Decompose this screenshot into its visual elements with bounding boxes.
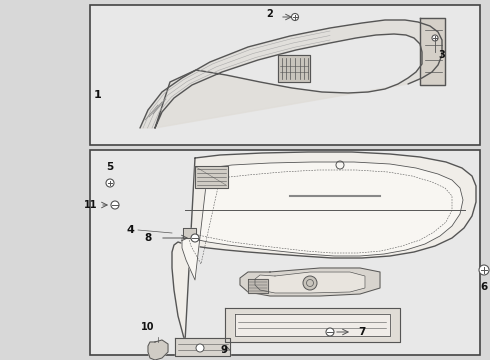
Text: 6: 6 xyxy=(480,282,488,292)
Polygon shape xyxy=(248,279,268,293)
Text: 10: 10 xyxy=(141,322,155,332)
Text: 2: 2 xyxy=(267,9,273,19)
Text: 9: 9 xyxy=(221,345,228,355)
Circle shape xyxy=(479,265,489,275)
Text: 4: 4 xyxy=(126,225,134,235)
Circle shape xyxy=(191,234,199,242)
Bar xyxy=(90,150,480,355)
Circle shape xyxy=(292,13,298,21)
Polygon shape xyxy=(255,272,365,293)
Text: 1: 1 xyxy=(94,90,102,100)
Circle shape xyxy=(106,179,114,187)
Text: 3: 3 xyxy=(438,50,445,60)
Polygon shape xyxy=(420,18,445,85)
Polygon shape xyxy=(235,314,390,336)
Polygon shape xyxy=(175,338,230,356)
Polygon shape xyxy=(278,55,310,82)
Polygon shape xyxy=(183,228,196,238)
Polygon shape xyxy=(148,340,168,360)
Circle shape xyxy=(111,201,119,209)
Polygon shape xyxy=(195,166,228,188)
Circle shape xyxy=(196,344,204,352)
Text: 11: 11 xyxy=(83,200,97,210)
Polygon shape xyxy=(182,162,463,280)
Circle shape xyxy=(326,328,334,336)
Polygon shape xyxy=(225,308,400,342)
Text: 8: 8 xyxy=(145,233,151,243)
Bar xyxy=(90,5,480,145)
Polygon shape xyxy=(140,20,442,128)
Polygon shape xyxy=(240,268,380,296)
Polygon shape xyxy=(172,152,476,342)
Circle shape xyxy=(303,276,317,290)
Circle shape xyxy=(432,35,438,41)
Text: 5: 5 xyxy=(106,162,114,172)
Text: 7: 7 xyxy=(358,327,366,337)
